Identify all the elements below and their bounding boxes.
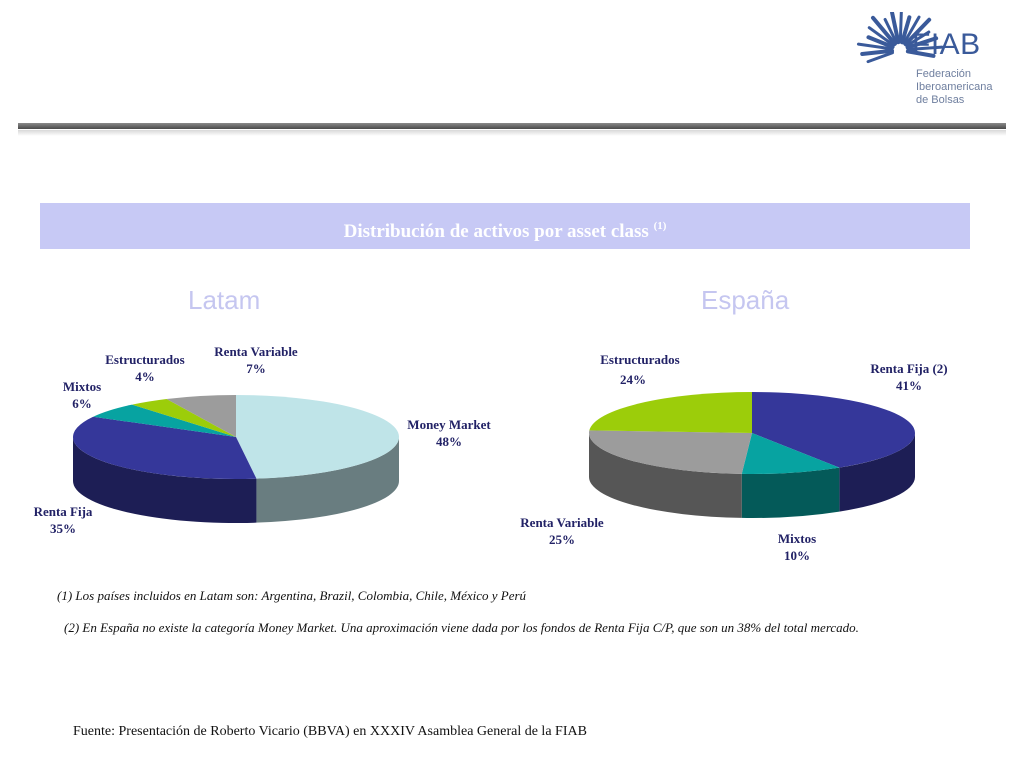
pie-slice: [73, 416, 257, 480]
logo-ray: [866, 35, 895, 50]
pie-side: [73, 437, 257, 523]
logo-ray: [866, 51, 894, 64]
logo-name: FIAB: [912, 28, 981, 61]
latam-label-estructurados: Estructurados 4%: [100, 351, 190, 385]
logo-sub-line: de Bolsas: [916, 94, 965, 106]
pie-side: [839, 433, 915, 512]
logo-ray: [905, 36, 939, 50]
espana-label-renta-fija: Renta Fija (2) 41%: [864, 360, 954, 394]
slice-value: 6%: [72, 396, 92, 411]
pie-slice: [589, 430, 752, 474]
latam-label-renta-fija: Renta Fija 35%: [28, 503, 98, 537]
pie-side: [256, 437, 399, 523]
header-divider: [18, 123, 1006, 129]
pie-slice: [166, 395, 236, 437]
pie-slice: [93, 404, 236, 437]
slice-value: 35%: [50, 521, 76, 536]
espana-label-estructurados: Estructurados 24%: [592, 350, 688, 390]
slice-name: Estructurados: [600, 352, 680, 367]
section-banner: Distribución de activos por asset class …: [40, 203, 970, 249]
pie-slice: [589, 392, 752, 433]
logo-ray: [905, 30, 931, 48]
logo-ray: [905, 49, 936, 58]
banner-title: Distribución de activos por asset class: [343, 221, 649, 242]
logo-ray: [890, 12, 901, 45]
logo-sub-line: Iberoamericana: [916, 81, 993, 93]
slice-name: Mixtos: [777, 531, 817, 546]
slice-name: Renta Variable: [520, 515, 604, 530]
espana-title: España: [701, 285, 790, 315]
footnote-2: (2) En España no existe la categoría Mon…: [64, 620, 859, 635]
pie-slice: [132, 398, 236, 437]
slice-value: 7%: [246, 361, 266, 376]
logo-ray: [856, 42, 894, 51]
latam-label-money-market: Money Market 48%: [405, 416, 493, 450]
slice-value: 48%: [436, 434, 462, 449]
pie-side: [741, 467, 840, 518]
slice-value: 10%: [784, 548, 810, 563]
banner-footnote-ref: (1): [653, 220, 667, 232]
logo-ray: [900, 15, 912, 45]
espana-label-mixtos: Mixtos 10%: [752, 530, 842, 564]
pie-slice: [741, 433, 840, 475]
slice-name: Renta Fija (2): [870, 361, 948, 376]
footnote-1: (1) Los países incluidos en Latam son: A…: [57, 588, 527, 603]
pie-side: [589, 433, 742, 518]
logo-ray: [906, 45, 944, 51]
fiab-logo-icon: [856, 12, 944, 64]
pie-slice: [236, 395, 400, 479]
slice-name: Estructurados: [105, 352, 185, 367]
logo-ray: [903, 17, 932, 47]
logo-sub-line: Federación: [916, 68, 972, 80]
logo-ray: [860, 48, 895, 56]
logo-ray: [867, 26, 896, 47]
slice-name: Money Market: [407, 417, 491, 432]
logo-ray: [898, 12, 903, 44]
slice-value: 24%: [620, 372, 646, 387]
logo-ray: [902, 15, 921, 45]
latam-title: Latam: [188, 285, 261, 315]
latam-label-renta-variable: Renta Variable 7%: [206, 343, 306, 377]
slice-value: 4%: [135, 369, 155, 384]
slice-value: 41%: [896, 378, 922, 393]
latam-label-mixtos: Mixtos 6%: [56, 378, 108, 412]
logo-ray: [883, 17, 898, 45]
slice-name: Renta Variable: [214, 344, 298, 359]
source-text: Fuente: Presentación de Roberto Vicario …: [73, 724, 587, 739]
slice-name: Mixtos: [62, 379, 102, 394]
slice-value: 25%: [549, 532, 575, 547]
pie-slice: [752, 392, 915, 468]
header-divider-shadow: [18, 130, 1006, 136]
espana-label-renta-variable: Renta Variable 25%: [512, 514, 612, 548]
logo-ray: [871, 15, 897, 46]
logo-subtitle: Federación Iberoamericana de Bolsas: [916, 68, 992, 107]
slice-name: Renta Fija: [33, 504, 93, 519]
